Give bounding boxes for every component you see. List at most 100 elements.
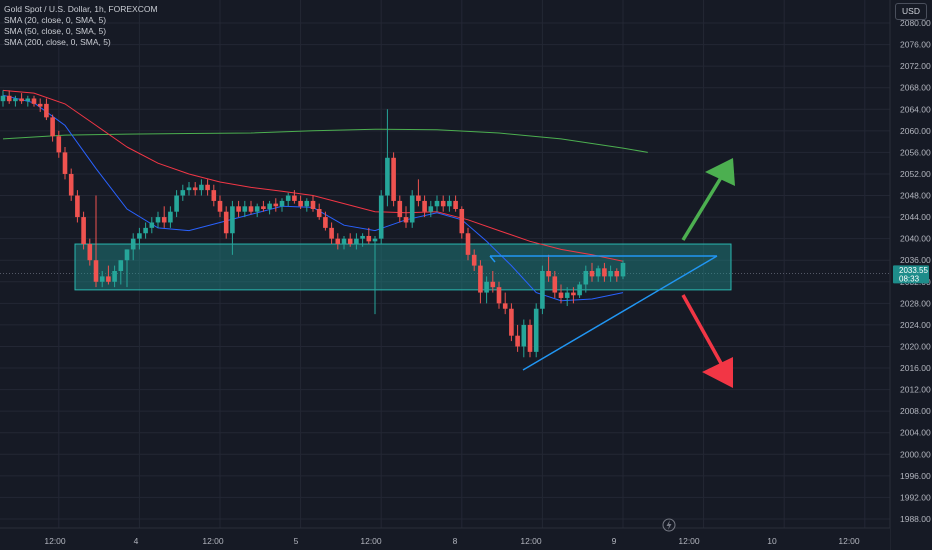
candles — [0, 90, 626, 358]
candle-body — [99, 276, 105, 282]
price-tick-label: 1992.00 — [900, 492, 931, 502]
symbol-title[interactable]: Gold Spot / U.S. Dollar, 1h, FOREXCOM — [4, 4, 158, 14]
time-tick-label: 4 — [134, 536, 139, 546]
price-tick-label: 2060.00 — [900, 126, 931, 136]
price-tag-value: 2033.55 — [899, 266, 928, 275]
candle-body — [583, 271, 589, 285]
candle-body — [589, 271, 595, 277]
drawings[interactable] — [489, 158, 735, 388]
candle-body — [168, 211, 173, 223]
candle-body — [112, 271, 117, 282]
candle-body — [459, 209, 465, 234]
candle-body — [372, 238, 378, 242]
candle-body — [56, 136, 62, 153]
candle-body — [527, 324, 533, 352]
sma-50-label[interactable]: SMA (50, close, 0, SMA, 5) — [4, 26, 107, 36]
candle-body — [0, 95, 6, 102]
candle-body — [186, 187, 192, 191]
candle-body — [137, 233, 142, 239]
candle-body — [378, 195, 384, 239]
lightning-icon[interactable] — [662, 518, 676, 532]
moving-averages — [2, 89, 648, 302]
price-tick-label: 2028.00 — [900, 298, 931, 308]
price-tick-label: 2000.00 — [900, 449, 931, 459]
price-tick-label: 2064.00 — [900, 104, 931, 114]
candle-body — [422, 200, 427, 212]
price-tick-label: 2056.00 — [900, 147, 931, 157]
candle-body — [155, 217, 161, 223]
candle-body — [205, 184, 210, 191]
arrow-up-icon — [681, 158, 735, 241]
price-tick-label: 2012.00 — [900, 385, 931, 395]
candle-body — [428, 206, 434, 212]
candle-body — [44, 103, 49, 118]
candle-body — [267, 203, 272, 209]
time-axis[interactable]: 12:00 4 12:00 5 12:00 8 12:00 9 12:00 10 12:00 — [0, 527, 890, 550]
time-tick-label: 8 — [453, 536, 458, 546]
sma-200-line — [2, 128, 648, 153]
candle-body — [416, 195, 421, 201]
candle-body — [323, 217, 328, 228]
candle-body — [521, 324, 527, 347]
candle-body — [242, 206, 248, 212]
triangle-left-edge — [489, 255, 496, 263]
candle-body — [564, 292, 570, 298]
candle-body — [484, 281, 489, 293]
candle-body — [602, 268, 607, 277]
candle-body — [447, 200, 452, 207]
time-tick-label: 5 — [294, 536, 299, 546]
time-tick-label: 9 — [612, 536, 617, 546]
arrow-up-shaft — [681, 175, 724, 241]
consolidation-zone[interactable] — [74, 243, 732, 291]
candle-body — [478, 265, 483, 293]
candle-body — [124, 249, 130, 261]
candle-body — [391, 157, 396, 201]
candle-body — [25, 98, 31, 102]
candle-body — [502, 303, 508, 309]
price-tick-label: 2024.00 — [900, 320, 931, 330]
price-tick-label: 2072.00 — [900, 61, 931, 71]
candle-body — [496, 287, 502, 304]
candle-body — [310, 200, 316, 209]
candle-body — [620, 262, 626, 277]
candle-body — [254, 206, 260, 212]
candle-body — [93, 260, 99, 282]
candle-body — [223, 211, 229, 234]
currency-button[interactable]: USD — [895, 3, 927, 20]
candle-body — [440, 200, 446, 207]
zone-rect — [74, 243, 732, 291]
price-tick-label: 2040.00 — [900, 234, 931, 244]
candle-body — [106, 276, 111, 282]
candle-body — [490, 281, 496, 288]
candle-body — [199, 184, 204, 191]
candle-body — [6, 95, 12, 102]
price-tag-bg — [893, 265, 929, 284]
candle-body — [149, 222, 155, 228]
candle-body — [366, 235, 372, 242]
candle-body — [329, 227, 334, 239]
candle-body — [571, 292, 576, 296]
time-tick-label: 12:00 — [360, 536, 382, 546]
candle-body — [192, 187, 198, 191]
arrow-down-head — [702, 357, 733, 388]
sma-200-label[interactable]: SMA (200, close, 0, SMA, 5) — [4, 37, 111, 47]
candle-body — [335, 238, 341, 245]
price-tick-label: 2044.00 — [900, 212, 931, 222]
candle-body — [509, 308, 514, 336]
candle-body — [453, 200, 458, 209]
candle-body — [434, 200, 440, 207]
candle-body — [87, 244, 93, 261]
candle-body — [37, 103, 43, 107]
price-tick-label: 2004.00 — [900, 428, 931, 438]
candle-body — [385, 157, 390, 196]
candle-body — [230, 206, 235, 234]
price-tick-label: 2076.00 — [900, 40, 931, 50]
price-tick-label: 2080.00 — [900, 18, 931, 28]
time-tick-label: 10 — [767, 536, 777, 546]
triangle-lower-line — [522, 255, 718, 371]
candle-body — [533, 308, 539, 352]
candle-body — [236, 206, 241, 212]
candle-body — [577, 284, 582, 296]
sma-20-label[interactable]: SMA (20, close, 0, SMA, 5) — [4, 15, 107, 25]
